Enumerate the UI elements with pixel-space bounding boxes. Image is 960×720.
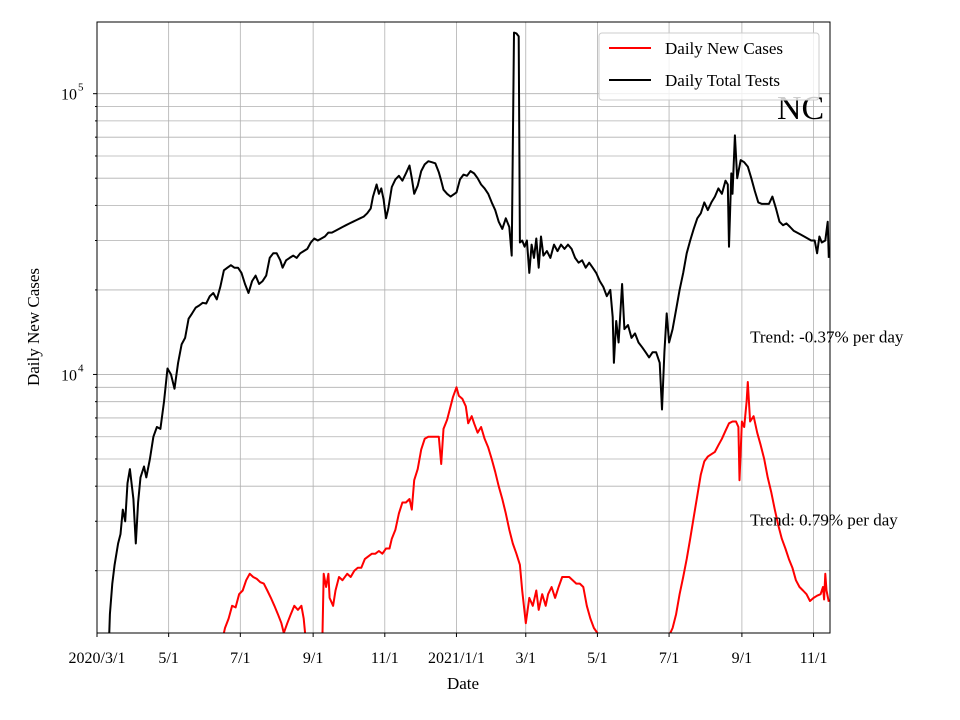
x-tick-label: 5/1 bbox=[587, 650, 607, 667]
trend-annotation: Trend: 0.79% per day bbox=[750, 510, 898, 529]
y-tick-exponent: 4 bbox=[78, 362, 84, 374]
x-tick-label: 2021/1/1 bbox=[428, 650, 485, 667]
x-tick-label: 11/1 bbox=[371, 650, 399, 667]
x-tick-label: 11/1 bbox=[800, 650, 828, 667]
series-line-daily-new-cases bbox=[222, 381, 830, 633]
x-tick-label: 3/1 bbox=[516, 650, 536, 667]
series-line-daily-total-tests bbox=[108, 31, 830, 633]
x-tick-label: 7/1 bbox=[659, 650, 679, 667]
legend: Daily New Cases Daily Total Tests bbox=[598, 32, 820, 101]
axes-frame bbox=[96, 21, 831, 634]
grid bbox=[96, 22, 830, 633]
legend-box bbox=[598, 32, 820, 101]
x-tick-label: 9/1 bbox=[732, 650, 752, 667]
y-tick-exponent: 5 bbox=[78, 82, 84, 94]
x-tick-label: 5/1 bbox=[158, 650, 178, 667]
legend-label-tests: Daily Total Tests bbox=[665, 71, 780, 90]
y-axis-label: Daily New Cases bbox=[24, 268, 43, 386]
x-axis-label: Date bbox=[447, 674, 479, 693]
legend-label-cases: Daily New Cases bbox=[665, 39, 783, 58]
ticks: 2020/3/1 5/1 7/1 9/1 11/1 2021/1/1 3/1 5/1 7/1 9/… bbox=[61, 82, 827, 667]
x-tick-label: 7/1 bbox=[230, 650, 250, 667]
series-layer bbox=[108, 31, 830, 633]
y-tick-label: 10 bbox=[61, 367, 77, 384]
annotations: Trend: -0.37% per day Trend: 0.79% per da… bbox=[750, 327, 904, 529]
x-tick-label: 9/1 bbox=[303, 650, 323, 667]
x-tick-label: 2020/3/1 bbox=[69, 650, 126, 667]
trend-annotation: Trend: -0.37% per day bbox=[750, 327, 904, 346]
y-tick-label: 10 bbox=[61, 87, 77, 104]
